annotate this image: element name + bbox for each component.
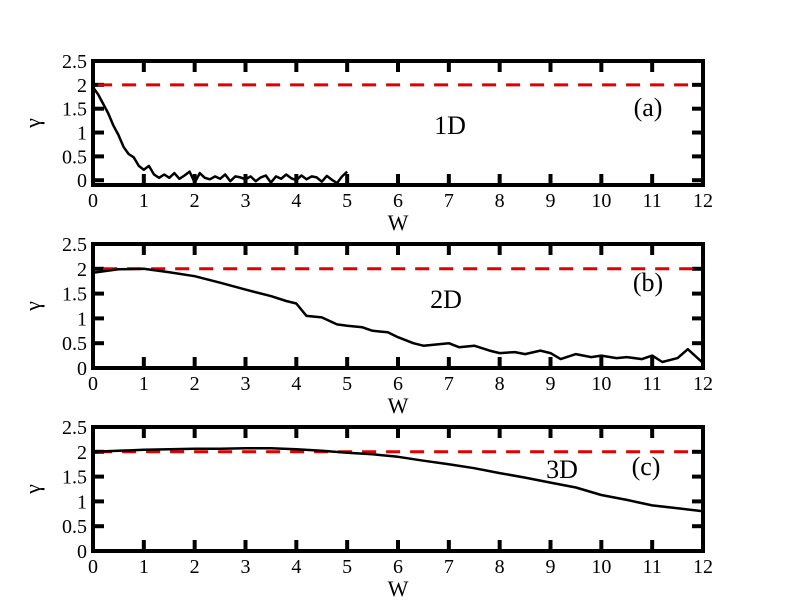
- y-tick-label: 1: [77, 308, 87, 330]
- y-tick-label: 0: [77, 358, 87, 380]
- x-tick-label: 1: [139, 556, 149, 578]
- y-tick-label: 0.5: [62, 516, 87, 538]
- plot-frame: [91, 59, 705, 187]
- y-tick-label: 2.5: [62, 234, 87, 256]
- x-tick-label: 9: [546, 373, 556, 395]
- x-tick-label: 4: [291, 556, 301, 578]
- y-tick-label: 2.5: [62, 51, 87, 73]
- y-axis-title: γ: [20, 118, 45, 129]
- plot-frame: [91, 242, 705, 370]
- x-tick-label: 6: [393, 373, 403, 395]
- x-tick-label: 3: [241, 190, 251, 212]
- y-tick-label: 1.5: [62, 467, 87, 489]
- x-tick-label: 7: [444, 556, 454, 578]
- y-axis-title: γ: [20, 301, 45, 312]
- x-tick-label: 11: [643, 373, 662, 395]
- panel-label: (c): [632, 452, 661, 481]
- y-tick-label: 0: [77, 170, 87, 192]
- x-tick-label: 8: [495, 190, 505, 212]
- panel-label: (a): [634, 93, 663, 122]
- series-line: [92, 267, 704, 364]
- y-tick-label: 0: [77, 541, 87, 563]
- x-tick-label: 4: [291, 373, 301, 395]
- x-tick-label: 10: [591, 556, 611, 578]
- x-tick-label: 6: [393, 556, 403, 578]
- x-tick-label: 8: [495, 556, 505, 578]
- y-tick-label: 2: [77, 442, 87, 464]
- y-tick-label: 1.5: [62, 99, 87, 121]
- y-axis-title: γ: [20, 484, 45, 495]
- x-tick-label: 10: [591, 373, 611, 395]
- y-tick-label: 2: [77, 259, 87, 281]
- series-line: [92, 447, 704, 513]
- x-tick-label: 11: [643, 190, 662, 212]
- x-axis-title: W: [388, 393, 409, 418]
- x-tick-label: 2: [190, 373, 200, 395]
- x-axis-title: W: [388, 576, 409, 601]
- plot-frame: [91, 425, 705, 553]
- y-tick-label: 2.5: [62, 417, 87, 439]
- x-tick-label: 0: [88, 373, 98, 395]
- x-tick-label: 5: [342, 190, 352, 212]
- x-tick-label: 10: [591, 190, 611, 212]
- x-tick-label: 3: [241, 373, 251, 395]
- x-tick-label: 12: [693, 190, 713, 212]
- x-axis-title: W: [388, 210, 409, 235]
- x-tick-label: 12: [693, 373, 713, 395]
- x-tick-label: 7: [444, 190, 454, 212]
- x-tick-label: 2: [190, 190, 200, 212]
- x-tick-label: 3: [241, 556, 251, 578]
- x-tick-label: 12: [693, 556, 713, 578]
- y-tick-label: 1: [77, 123, 87, 145]
- y-tick-label: 1: [77, 491, 87, 513]
- x-tick-label: 5: [342, 556, 352, 578]
- panel-label: (b): [633, 268, 663, 297]
- x-tick-label: 2: [190, 556, 200, 578]
- x-tick-label: 6: [393, 190, 403, 212]
- x-tick-label: 9: [546, 556, 556, 578]
- dimension-label: 2D: [430, 285, 462, 314]
- x-tick-label: 11: [643, 556, 662, 578]
- y-tick-label: 0.5: [62, 333, 87, 355]
- x-tick-label: 5: [342, 373, 352, 395]
- series-line: [91, 86, 349, 185]
- y-tick-label: 1.5: [62, 284, 87, 306]
- x-tick-label: 1: [139, 373, 149, 395]
- dimension-label: 1D: [434, 111, 466, 140]
- x-tick-label: 0: [88, 190, 98, 212]
- x-tick-label: 7: [444, 373, 454, 395]
- x-tick-label: 1: [139, 190, 149, 212]
- y-tick-label: 0.5: [62, 146, 87, 168]
- dimension-label: 3D: [546, 455, 578, 484]
- x-tick-label: 8: [495, 373, 505, 395]
- x-tick-label: 4: [291, 190, 301, 212]
- x-tick-label: 0: [88, 556, 98, 578]
- y-tick-label: 2: [77, 75, 87, 97]
- x-tick-label: 9: [546, 190, 556, 212]
